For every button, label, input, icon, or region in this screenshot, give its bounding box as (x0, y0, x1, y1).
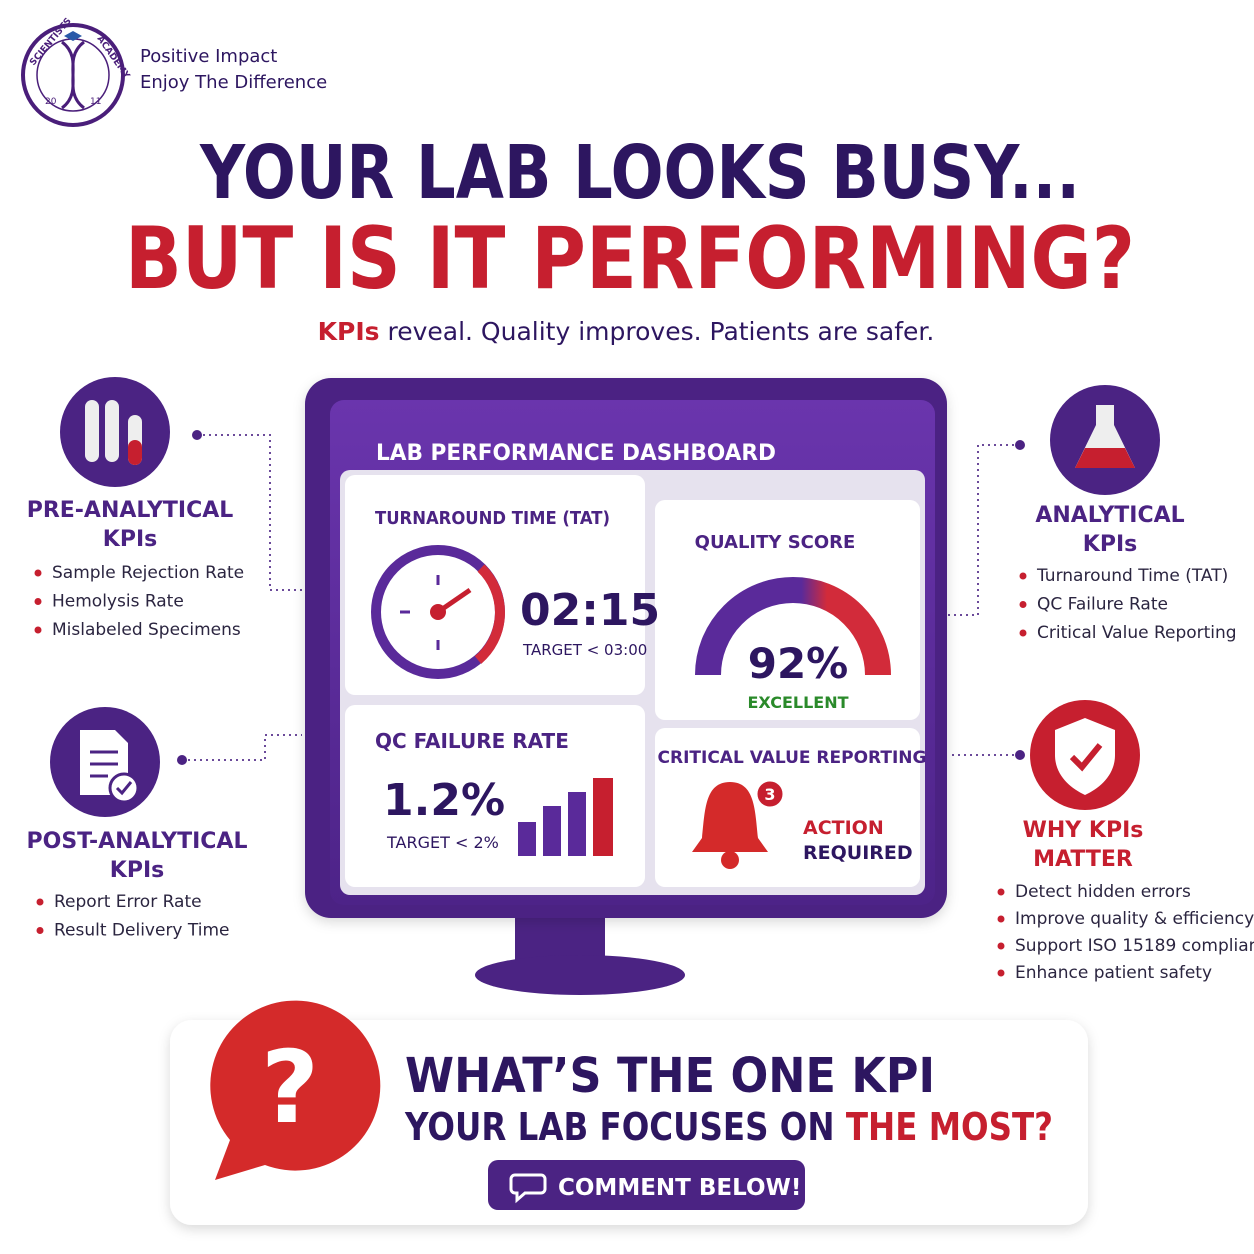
alert-badge: 3 (764, 785, 775, 804)
bullet (34, 598, 42, 605)
logo: SCIENTISTS ACADEMY 20 11 (21, 16, 131, 127)
bullet (997, 888, 1005, 896)
panel-item: Result Delivery Time (54, 921, 230, 941)
tile-title: CRITICAL VALUE REPORTING (658, 748, 927, 768)
panel-title: KPIs (1083, 532, 1137, 557)
panel-title: PRE-ANALYTICAL (27, 498, 234, 523)
tile-title: QC FAILURE RATE (375, 729, 569, 753)
bullet (34, 569, 42, 577)
tat-value: 02:15 (520, 585, 660, 636)
report-icon (50, 707, 160, 817)
panel-item: Support ISO 15189 compliance (1015, 936, 1254, 956)
bullet (1019, 629, 1027, 637)
question-bubble: ? (210, 1000, 381, 1180)
bell-icon (692, 778, 786, 869)
panel-item: Enhance patient safety (1015, 963, 1212, 983)
tagline: Enjoy The Difference (140, 72, 327, 93)
qc-bars-icon (518, 778, 613, 856)
bullet (997, 942, 1005, 950)
panel-title: WHY KPIs (1023, 818, 1144, 843)
panel-item: Mislabeled Specimens (52, 620, 241, 640)
subtitle-highlight: KPIs (318, 317, 380, 346)
svg-text:?: ? (261, 1029, 319, 1146)
dashboard-title: LAB PERFORMANCE DASHBOARD (376, 441, 776, 466)
cta-highlight: THE MOST? (846, 1105, 1053, 1149)
tat-target: TARGET < 03:00 (522, 641, 647, 659)
bullet (1019, 601, 1027, 608)
bullet (1019, 572, 1027, 580)
logo-year: 11 (90, 97, 101, 107)
quality-status: EXCELLENT (748, 693, 849, 712)
logo-year: 20 (45, 97, 57, 107)
subtitle: KPIs reveal. Quality improves. Patients … (318, 317, 935, 346)
monitor (305, 378, 947, 995)
quality-gauge (695, 577, 891, 676)
connectors (182, 434, 1020, 761)
critical-status: ACTION (803, 817, 884, 839)
tile-title: QUALITY SCORE (695, 532, 856, 553)
qc-target: TARGET < 2% (386, 833, 499, 852)
tagline: Positive Impact (140, 46, 277, 67)
side-panels: PRE-ANALYTICAL KPIs Sample Rejection Rate H… (27, 498, 1254, 983)
quality-value: 92% (748, 639, 849, 688)
cta-question: YOUR LAB FOCUSES ON THE MOST? (404, 1105, 1053, 1149)
panel-title: ANALYTICAL (1035, 503, 1184, 528)
cta-question: WHAT’S THE ONE KPI (405, 1048, 935, 1104)
panel-item: Detect hidden errors (1015, 882, 1191, 902)
tile-title: TURNAROUND TIME (TAT) (375, 508, 610, 529)
flask-icon (1050, 385, 1160, 495)
panel-item: Hemolysis Rate (52, 592, 184, 612)
bullet (997, 969, 1005, 977)
cta-card (170, 1020, 1088, 1225)
bullet (36, 898, 44, 906)
bullet (997, 915, 1005, 923)
shield-icon (1030, 700, 1140, 810)
headline: YOUR LAB LOOKS BUSY... (199, 130, 1080, 216)
cta-text: YOUR LAB FOCUSES ON (404, 1105, 846, 1149)
headline: BUT IS IT PERFORMING? (125, 209, 1135, 309)
panel-title: MATTER (1033, 847, 1133, 872)
stopwatch (371, 545, 505, 679)
tubes-icon (60, 377, 170, 487)
comment-button[interactable]: COMMENT BELOW! (488, 1160, 805, 1210)
panel-title: POST-ANALYTICAL (27, 829, 248, 854)
bullet (34, 626, 42, 634)
panel-item: Turnaround Time (TAT) (1036, 566, 1228, 586)
panel-item: Report Error Rate (54, 892, 202, 912)
button-label[interactable]: COMMENT BELOW! (558, 1175, 801, 1201)
connector-dots (177, 430, 1025, 765)
panel-title: KPIs (110, 858, 164, 883)
subtitle-text: reveal. Quality improves. Patients are s… (380, 317, 935, 346)
panel-item: Improve quality & efficiency (1015, 909, 1254, 929)
critical-status: REQUIRED (803, 842, 913, 864)
panel-item: Sample Rejection Rate (52, 563, 244, 583)
panel-title: KPIs (103, 527, 157, 552)
qc-value: 1.2% (383, 775, 505, 826)
panel-item: Critical Value Reporting (1037, 623, 1237, 643)
bullet (36, 927, 44, 934)
panel-item: QC Failure Rate (1037, 595, 1168, 615)
